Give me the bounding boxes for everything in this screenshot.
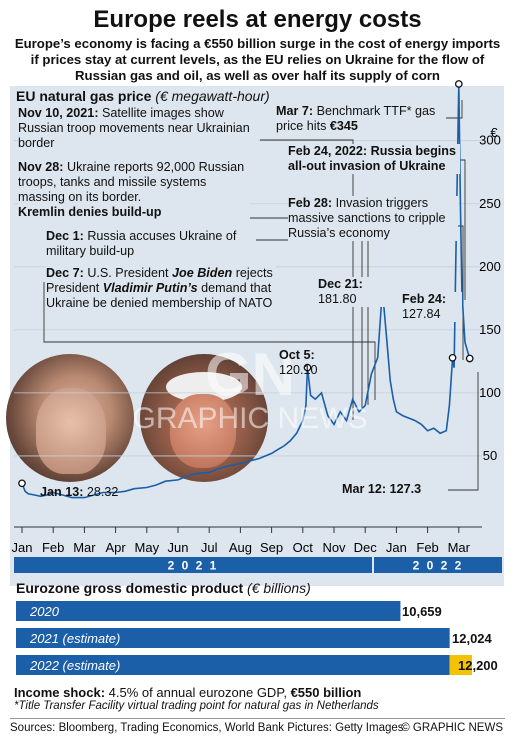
callout-line-5 (460, 159, 466, 300)
annotation-nov10: Nov 10, 2021: Satellite images show Russ… (18, 106, 258, 151)
annotation-nov28: Nov 28: Ukraine reports 92,000 Russian t… (18, 160, 250, 220)
gdp-bar-2020 (16, 601, 401, 621)
gdp-bar-label-2021: 2021 (estimate) (30, 631, 121, 646)
y-axis-euro-symbol: € (490, 125, 498, 140)
annotation-dec1: Dec 1: Russia accuses Ukraine of militar… (46, 229, 256, 259)
point-mar12 (465, 354, 474, 363)
annotation-mar7: Mar 7: Benchmark TTF* gas price hits €34… (276, 104, 446, 134)
x-tick-label-jul-6: Jul (201, 540, 218, 555)
year-band-2021 (14, 557, 372, 573)
y-tick-label-50: 50 (483, 448, 497, 463)
annotation-dec21: Dec 21: 181.80 (318, 277, 388, 307)
y-tick-label-300: 300 (479, 133, 501, 148)
annotation-feb28: Feb 28: Invasion triggers massive sancti… (288, 196, 458, 241)
y-tick-label-150: 150 (479, 322, 501, 337)
gdp-bar-2022-increase (449, 655, 472, 675)
y-tick-label-250: 250 (479, 196, 501, 211)
gdp-value-2022: 12,200 (458, 658, 498, 673)
x-tick-label-feb-13: Feb (416, 540, 438, 555)
callout-line-3 (43, 282, 376, 400)
year-band-2022 (374, 557, 502, 573)
income-shock: Income shock: 4.5% of annual eurozone GD… (14, 685, 362, 700)
annotation-dec7: Dec 7: U.S. President Joe Biden rejects … (46, 266, 276, 311)
x-tick-label-jan-0: Jan (12, 540, 33, 555)
x-tick-label-sep-8: Sep (260, 540, 283, 555)
x-tick-label-dec-11: Dec (354, 540, 378, 555)
gdp-value-2020: 10,659 (402, 604, 442, 619)
sources: Sources: Bloomberg, Trading Economics, W… (10, 718, 505, 734)
y-tick-label-100: 100 (479, 385, 501, 400)
gdp-bar-2022 (16, 655, 450, 675)
callout-line-4 (446, 100, 463, 119)
x-tick-label-may-4: May (135, 540, 160, 555)
credit: © GRAPHIC NEWS (401, 722, 503, 734)
x-tick-label-apr-3: Apr (105, 540, 126, 555)
gdp-bar-label-2022: 2022 (estimate) (30, 658, 121, 673)
watermark-logo: GN (205, 341, 295, 408)
chart-title: EU natural gas price (€ megawatt-hour) (16, 88, 270, 104)
gdp-title: Eurozone gross domestic product (€ billi… (16, 580, 311, 596)
page-title: Europe reels at energy costs (93, 6, 422, 33)
watermark-text: GRAPHIC NEWS (132, 402, 367, 435)
point-feb24 (448, 353, 457, 362)
y-tick-label-200: 200 (479, 259, 501, 274)
x-tick-label-feb-1: Feb (42, 540, 64, 555)
point-mar7 (454, 80, 463, 88)
gdp-value-2021: 12,024 (452, 631, 492, 646)
callout-line-7 (448, 372, 479, 491)
year-label-2021: 2 0 2 1 (168, 559, 219, 573)
putin-photo (6, 354, 134, 482)
point-oct5 (303, 363, 312, 372)
x-tick-label-aug-7: Aug (229, 540, 252, 555)
callout-line-0 (260, 139, 354, 420)
annotation-oct5: Oct 5: 120.10 (279, 348, 318, 377)
point-jan13 (18, 479, 26, 488)
annotation-feb24-invasion: Feb 24, 2022: Russia begins all-out inva… (288, 144, 460, 174)
x-tick-label-mar-14: Mar (448, 540, 471, 555)
annotation-mar12: Mar 12: 127.3 (342, 482, 422, 496)
annotation-feb24-value: Feb 24: 127.84 (402, 292, 462, 322)
x-tick-label-jan-12: Jan (386, 540, 407, 555)
biden-photo (140, 354, 268, 482)
x-tick-label-mar-2: Mar (73, 540, 96, 555)
year-label-2022: 2 0 2 2 (413, 559, 464, 573)
gdp-bar-2021 (16, 628, 450, 648)
footnote: *Title Transfer Facility virtual trading… (14, 700, 379, 712)
x-tick-label-nov-10: Nov (322, 540, 346, 555)
annotation-jan13: Jan 13: 28.32 (40, 485, 119, 499)
page-subtitle: Europe’s economy is facing a €550 billio… (14, 36, 501, 83)
gdp-bar-label-2020: 2020 (30, 604, 59, 619)
x-tick-label-jun-5: Jun (168, 540, 189, 555)
x-tick-label-oct-9: Oct (293, 540, 314, 555)
